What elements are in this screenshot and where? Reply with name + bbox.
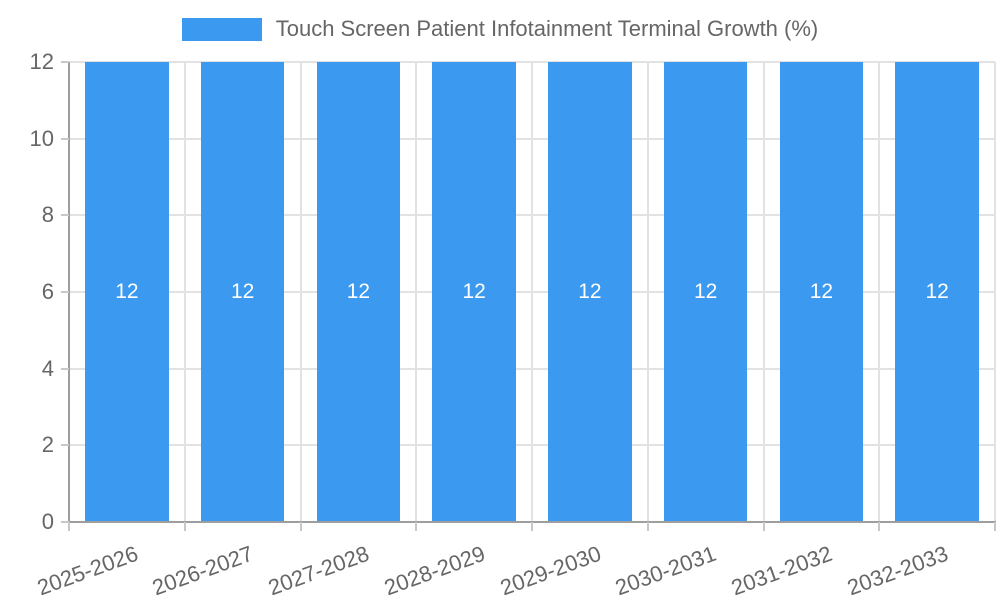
bar: 12 <box>200 62 285 522</box>
y-axis-tick-label: 0 <box>41 509 54 534</box>
gridline-vertical <box>646 62 649 522</box>
x-axis-tick-label: 2031-2032 <box>728 540 836 600</box>
gridline-vertical <box>994 62 996 522</box>
y-axis-tick <box>61 61 69 63</box>
x-axis-tick-label: 2032-2033 <box>843 540 952 600</box>
x-axis-tick-label: 2026-2027 <box>149 540 257 600</box>
bar-value-label: 12 <box>693 280 718 303</box>
bar-value-label: 12 <box>230 280 255 303</box>
y-axis-tick <box>61 214 69 217</box>
bar-value-label: 12 <box>462 280 486 303</box>
gridline-vertical <box>183 62 186 522</box>
y-axis-line <box>68 62 70 524</box>
y-axis-tick-label: 12 <box>29 49 54 74</box>
y-axis-tick-label: 4 <box>41 355 54 381</box>
bar-value-label: 12 <box>346 280 371 303</box>
y-axis-tick <box>61 367 69 370</box>
y-axis-tick <box>61 521 69 523</box>
gridline-vertical <box>762 62 765 522</box>
x-axis-tick-label: 2030-2031 <box>612 540 720 600</box>
bar-value-label: 12 <box>809 280 834 303</box>
x-axis-tick-label: 2027-2028 <box>265 540 373 600</box>
y-axis-tick-label: 10 <box>29 125 54 151</box>
y-axis-tick <box>61 291 69 293</box>
x-axis-tick <box>415 522 418 531</box>
x-axis-tick <box>646 522 649 531</box>
bar: 12 <box>316 62 401 522</box>
legend-swatch[interactable] <box>181 17 262 41</box>
gridline-vertical <box>531 62 533 522</box>
x-axis-tick <box>183 522 186 531</box>
bar: 12 <box>895 62 979 522</box>
bar-value-label: 12 <box>578 280 602 303</box>
bar-value-label: 12 <box>115 280 139 303</box>
gridline-vertical <box>299 62 302 522</box>
gridline-vertical <box>878 62 881 522</box>
x-axis-tick <box>299 522 302 531</box>
bar: 12 <box>432 62 516 522</box>
legend-label: Touch Screen Patient Infotainment Termin… <box>275 16 819 41</box>
y-axis-tick <box>61 137 69 140</box>
x-axis-tick-label: 2028-2029 <box>380 540 489 600</box>
bar: 12 <box>85 62 169 522</box>
y-axis-tick <box>61 444 69 447</box>
y-axis-tick-label: 6 <box>41 279 54 304</box>
bar: 12 <box>663 62 748 522</box>
y-axis-tick-label: 8 <box>41 202 54 228</box>
y-axis-tick-label: 2 <box>41 432 54 458</box>
bar: 12 <box>548 62 632 522</box>
gridline-vertical <box>415 62 418 522</box>
bar-value-label: 12 <box>925 280 949 303</box>
x-axis-tick <box>762 522 765 531</box>
x-axis-tick <box>531 522 533 531</box>
plot-area: 12 12 12 12 12 12 12 12 <box>68 61 996 523</box>
x-axis-tick <box>878 522 881 531</box>
x-axis-tick <box>994 522 996 531</box>
x-axis-tick <box>68 522 70 531</box>
bar: 12 <box>779 62 864 522</box>
x-axis-tick-label: 2025-2026 <box>33 540 141 600</box>
x-axis-tick-label: 2029-2030 <box>496 540 604 600</box>
legend[interactable]: Touch Screen Patient Infotainment Termin… <box>0 16 1000 42</box>
